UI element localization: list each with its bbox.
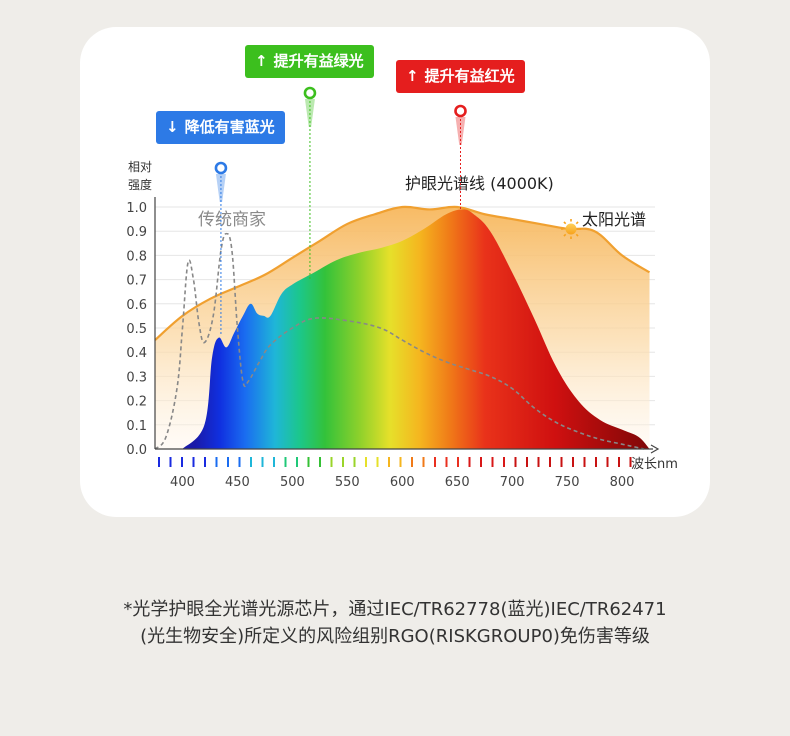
sun-icon: [561, 219, 581, 239]
arrow-up-icon: ↑: [406, 67, 419, 85]
y-tick-label: 0.2: [126, 395, 147, 410]
wavelength-color-bar: [457, 457, 459, 467]
traditional-label: 传统商家: [198, 210, 266, 230]
sun-icon-core: [565, 223, 577, 235]
callout-marker-glow: [304, 99, 315, 127]
wavelength-color-bar: [365, 457, 367, 467]
x-tick-label: 750: [555, 475, 580, 490]
wavelength-color-bar: [491, 457, 494, 467]
x-axis-label: 波长nm: [631, 457, 678, 472]
y-axis-label-line-2: 强度: [128, 177, 152, 192]
wavelength-color-bar: [192, 457, 195, 467]
y-tick-label: 0.3: [126, 370, 147, 385]
wavelength-color-bar: [342, 457, 344, 467]
callout-3: ↑ 提升有益红光: [396, 60, 525, 93]
wavelength-color-bar: [468, 457, 471, 467]
callout-text: 降低有害蓝光: [184, 118, 275, 136]
sun-icon-ray: [563, 233, 567, 237]
wavelength-color-bar: [549, 457, 551, 467]
sun-icon-ray: [575, 221, 579, 225]
wavelength-color-bar: [445, 457, 448, 467]
wavelength-color-bar: [284, 457, 287, 467]
callout-marker-glow: [455, 117, 466, 145]
wavelength-color-bar: [158, 457, 160, 467]
wavelength-color-bar: [376, 457, 379, 467]
traditional-spectrum-line: [154, 232, 645, 450]
wavelength-color-bar: [526, 457, 528, 467]
callout-marker-ring: [214, 161, 228, 175]
wavelength-color-bar: [434, 457, 436, 467]
wavelength-color-bar: [319, 457, 321, 467]
x-tick-label: 400: [170, 475, 195, 490]
x-tick-label: 700: [500, 475, 525, 490]
y-tick-label: 0.9: [126, 225, 147, 240]
callout-marker-glow: [215, 174, 226, 202]
wavelength-color-bar: [227, 457, 229, 467]
y-tick-label: 0.1: [126, 419, 147, 434]
sun-icon-ray: [575, 233, 579, 237]
sun-icon-ray: [563, 221, 567, 225]
wavelength-color-bar: [537, 457, 540, 467]
wavelength-color-bar: [618, 457, 620, 467]
callout-marker-ring: [454, 104, 467, 118]
wavelength-color-bar: [583, 457, 586, 467]
x-tick-label: 450: [225, 475, 250, 490]
callout-marker-ring: [303, 86, 317, 100]
callout-1: ↓ 降低有害蓝光: [156, 111, 285, 144]
x-tick-label: 650: [445, 475, 470, 490]
wavelength-color-bar: [307, 457, 310, 467]
eye-spectrum-label: 护眼光谱线 (4000K): [405, 174, 554, 193]
y-tick-label: 1.0: [126, 201, 147, 216]
x-tick-label: 600: [390, 475, 415, 490]
sun-spectrum-label: 太阳光谱: [582, 210, 646, 229]
wavelength-color-bar: [629, 457, 632, 467]
wavelength-color-bar: [514, 457, 517, 467]
wavelength-color-bar: [572, 457, 574, 467]
wavelength-color-bar: [399, 457, 402, 467]
arrow-up-icon: ↑: [255, 52, 268, 70]
wavelength-color-bar: [238, 457, 241, 467]
wavelength-color-bar: [606, 457, 609, 467]
x-tick-label: 500: [280, 475, 305, 490]
wavelength-color-bar: [560, 457, 563, 467]
x-tick-label: 800: [610, 475, 635, 490]
y-tick-label: 0.4: [126, 346, 147, 361]
wavelength-color-bar: [330, 457, 333, 467]
wavelength-color-bar: [181, 457, 183, 467]
footnote-line-1: *光学护眼全光谱光源芯片，通过IEC/TR62778(蓝光)IEC/TR6247…: [123, 599, 667, 620]
callout-text: 提升有益红光: [424, 67, 515, 85]
wavelength-color-bar: [480, 457, 482, 467]
callout-2: ↑ 提升有益绿光: [245, 45, 374, 78]
wavelength-color-bar: [261, 457, 264, 467]
y-tick-label: 0.5: [126, 322, 147, 337]
y-tick-label: 0.7: [126, 274, 147, 289]
eye-spectrum-area: [182, 209, 650, 449]
wavelength-color-bar: [273, 457, 275, 467]
wavelength-color-bar: [595, 457, 597, 467]
y-tick-label: 0.0: [126, 443, 147, 458]
y-axis-label-line-1: 相对: [128, 160, 152, 174]
axes: [154, 197, 660, 454]
y-tick-label: 0.6: [126, 298, 147, 313]
y-tick-label: 0.8: [126, 249, 147, 264]
x-tick-label: 550: [335, 475, 360, 490]
wavelength-color-bar: [169, 457, 172, 467]
wavelength-color-bar: [388, 457, 390, 467]
footnote-line-2: (光生物安全)所定义的风险组别RGO(RISKGROUP0)免伤害等级: [140, 626, 650, 647]
wavelength-color-bar: [296, 457, 298, 467]
wavelength-color-bar: [204, 457, 206, 467]
x-axis-arrow: [650, 444, 660, 454]
wavelength-color-bar: [422, 457, 425, 467]
wavelength-color-bar: [503, 457, 505, 467]
arrow-down-icon: ↓: [166, 118, 179, 136]
wavelength-color-bar: [353, 457, 356, 467]
wavelength-color-bar: [215, 457, 218, 467]
wavelength-color-bar: [411, 457, 413, 467]
footnote: *光学护眼全光谱光源芯片，通过IEC/TR62778(蓝光)IEC/TR6247…: [0, 596, 790, 650]
wavelength-color-bar: [250, 457, 252, 467]
callout-text: 提升有益绿光: [273, 52, 364, 70]
